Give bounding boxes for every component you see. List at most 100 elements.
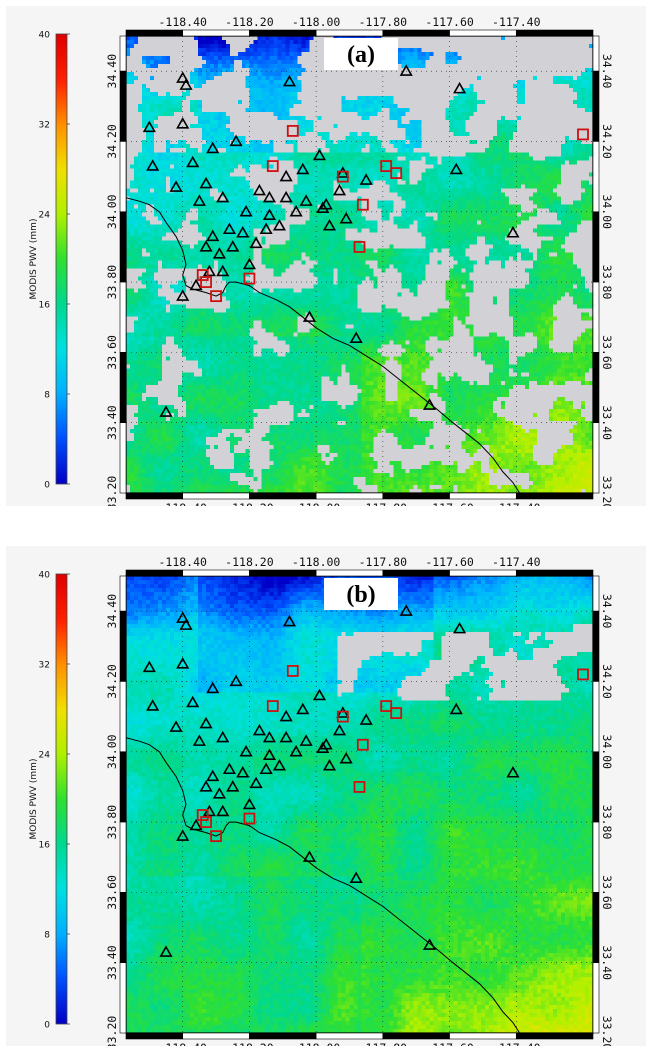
frame-bar: [249, 1032, 317, 1040]
gps-station-triangle: [279, 709, 293, 722]
frame-bar: [119, 892, 127, 963]
gps-station-triangle: [252, 723, 267, 736]
gps-station-triangle: [222, 222, 236, 235]
gps-station-triangle: [289, 204, 303, 217]
lat-tick-label-left: 33.80: [105, 265, 119, 300]
panel-tag: (a): [324, 38, 398, 70]
frame-bar: [382, 29, 450, 37]
lon-tick-label-bottom: -118.20: [225, 1041, 274, 1046]
frame-bar: [119, 211, 127, 283]
gps-station-triangle: [222, 762, 236, 775]
lat-tick-label-right: 33.40: [600, 405, 614, 440]
lon-tick-label-bottom: -118.40: [158, 501, 207, 506]
gps-station-triangle: [199, 240, 213, 252]
frame-bar: [249, 29, 317, 37]
frame-bar: [119, 422, 127, 494]
frame-bar: [592, 422, 600, 494]
gps-station-square: [266, 160, 279, 172]
gps-station-triangle: [206, 229, 220, 242]
frame-bar: [125, 29, 184, 37]
gps-station-triangle: [252, 183, 267, 196]
lat-tick-label-left: 34.00: [105, 194, 119, 229]
colorbar-label: MODIS PWV (mm): [29, 219, 39, 300]
gps-station-triangle: [279, 190, 293, 203]
gps-station-triangle: [279, 169, 293, 182]
frame-bar: [119, 281, 127, 353]
gps-station-triangle: [242, 257, 256, 270]
gps-station-triangle: [322, 219, 337, 231]
lat-tick-label-right: 34.00: [600, 194, 614, 229]
gps-station-square: [390, 707, 403, 720]
gps-station-square: [243, 812, 256, 825]
colorbar: 40 32 24 16 8 0 MODIS PWV (mm): [29, 31, 70, 491]
gps-station-triangle: [349, 871, 363, 884]
colorbar-gradient: [56, 34, 67, 484]
gps-station-triangle: [146, 699, 160, 711]
gps-station-square: [200, 816, 212, 828]
gps-station-triangle: [272, 759, 287, 771]
frame-bar: [592, 70, 600, 142]
gps-station-triangle: [259, 762, 273, 775]
lon-tick-label-bottom: -117.80: [359, 501, 408, 506]
gps-station-triangle: [179, 618, 193, 630]
gps-station-triangle: [452, 81, 467, 94]
gps-station-triangle: [176, 829, 190, 841]
frame-bar: [592, 281, 600, 353]
gps-station-triangle: [349, 331, 363, 344]
gps-station-triangle: [206, 141, 220, 154]
lat-tick-label-right: 34.40: [600, 54, 614, 89]
frame-bar: [119, 141, 127, 213]
lat-tick-label-right: 33.80: [600, 265, 614, 300]
gps-station-triangle: [399, 604, 413, 616]
gps-station-triangle: [186, 155, 200, 168]
gps-station-triangle: [216, 264, 230, 277]
colorbar-tick-label: 32: [39, 661, 50, 671]
frame-bar: [119, 610, 127, 682]
colorbar-label: MODIS PWV (mm): [29, 759, 39, 840]
gps-station-triangle: [319, 197, 333, 210]
gps-station-triangle: [449, 702, 463, 715]
frame-bar: [592, 962, 600, 1034]
colorbar-tick-label: 16: [39, 301, 51, 311]
gps-station-triangle: [339, 751, 353, 764]
frame-bar: [182, 29, 250, 37]
gps-station-triangle: [332, 723, 347, 736]
gps-station-triangle: [169, 180, 183, 192]
gps-station-triangle: [506, 766, 520, 778]
gps-station-triangle: [262, 208, 277, 220]
gps-station-triangle: [216, 730, 230, 743]
gps-station-square: [286, 125, 299, 137]
lat-tick-label-left: 33.40: [105, 945, 119, 980]
gps-station-square: [380, 160, 393, 172]
lon-tick-label-bottom: -118.20: [225, 501, 274, 506]
gps-station-square: [210, 290, 222, 303]
frame-bar: [119, 681, 127, 753]
lon-tick-label-top: -117.40: [492, 555, 541, 569]
gps-station-square: [243, 272, 256, 285]
colorbar-tick-label: 0: [44, 1021, 50, 1031]
gps-station-triangle: [289, 744, 303, 757]
gps-station-square: [196, 809, 209, 821]
gps-station-triangle: [316, 741, 330, 753]
frame-bar: [119, 352, 127, 423]
gps-station-triangle: [159, 945, 173, 957]
frame-bar: [119, 962, 127, 1034]
gps-station-triangle: [452, 621, 467, 634]
frame-bar: [592, 610, 600, 682]
gps-station-triangle: [179, 78, 193, 90]
lat-tick-label-left: 33.40: [105, 405, 119, 440]
gps-station-triangle: [282, 614, 297, 627]
colorbar-tick-label: 16: [39, 841, 51, 851]
gps-station-square: [577, 128, 589, 141]
gps-station-triangle: [259, 222, 273, 235]
coastline: [126, 197, 521, 493]
lat-tick-label-right: 34.40: [600, 594, 614, 629]
gps-station-triangle: [176, 289, 190, 301]
gps-station-square: [336, 170, 349, 183]
gps-station-triangle: [212, 247, 226, 259]
frame-bar: [449, 492, 517, 500]
lat-tick-label-left: 33.20: [105, 1016, 119, 1046]
map-panel-b: 40 32 24 16 8 0 MODIS PWV (mm) -118.40 -118.40 -1…: [6, 546, 646, 1046]
gps-station-triangle: [299, 734, 313, 746]
gps-station-triangle: [282, 74, 297, 87]
